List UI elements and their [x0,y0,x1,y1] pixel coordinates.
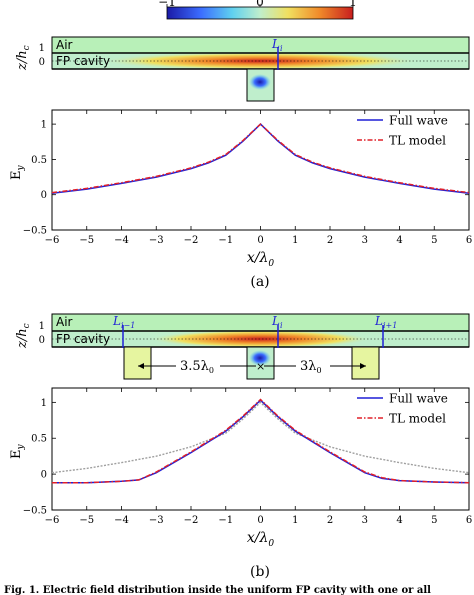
li-label-a: Li [271,37,283,53]
x-tick-label: −4 [114,235,129,246]
colorbar-tick-min: −1 [158,0,176,9]
legend-label: Full wave [389,114,448,128]
x-tick-label: 2 [327,515,333,526]
ylabel-geom-a: z/hc [15,45,32,71]
center-cross: × [256,360,265,373]
ytick-mid-b: 0 [39,335,45,346]
y-tick-label: 0 [41,190,47,201]
series-line-tl-model [52,398,470,484]
x-tick-label: 2 [327,235,333,246]
x-tick-label: −6 [45,235,60,246]
x-tick-label: 1 [292,235,298,246]
panel-b-geometry: Air FP cavity Li−1 Li Li+1 × 3.5λ0 3λ0 1… [15,313,470,380]
panel-a-geometry: Air FP cavity Li 1 0 z/hc [15,36,470,102]
cavity-label-b: FP cavity [56,332,110,346]
ytick-mid-a: 0 [39,57,45,68]
feed-box-left-b [123,346,152,380]
x-tick-label: −3 [149,515,164,526]
air-label-b: Air [56,315,73,329]
y-axis-label: Ey [9,165,26,181]
x-tick-label: −3 [149,235,164,246]
x-tick-label: 4 [396,515,402,526]
x-tick-label: −2 [184,235,199,246]
li-minus-1-label: Li−1 [112,314,135,330]
feed-box-right-b [351,346,380,380]
x-tick-label: −2 [184,515,199,526]
air-label-a: Air [56,38,73,52]
legend-label: TL model [389,412,446,426]
spacing-right-label: 3λ0 [300,359,322,375]
x-axis-label: x/λ0 [247,530,275,549]
x-tick-label: 1 [292,515,298,526]
li-plus-1-label: Li+1 [374,314,397,330]
colorbar: −1 0 1 [158,0,357,20]
x-tick-label: 5 [431,515,437,526]
x-tick-label: −1 [218,515,233,526]
y-tick-label: 0.5 [31,434,47,445]
x-tick-label: 6 [466,235,472,246]
x-tick-label: −6 [45,515,60,526]
x-tick-label: −1 [218,235,233,246]
x-tick-label: −5 [79,515,94,526]
caption-b: (b) [250,564,270,580]
colorbar-tick-max: 1 [349,0,357,9]
series-line-reference [51,401,470,474]
x-tick-label: 3 [362,515,368,526]
legend-label: Full wave [389,392,448,406]
y-tick-label: −0.5 [23,226,47,237]
x-tick-label: −5 [79,235,94,246]
spacing-left-label: 3.5λ0 [180,359,214,375]
y-tick-label: 0.5 [31,155,47,166]
x-axis-label: x/λ0 [247,250,275,269]
air-layer-a [52,37,469,53]
y-tick-label: −0.5 [23,506,47,517]
x-tick-label: 0 [257,515,263,526]
ytick-top-b: 1 [39,321,45,332]
ylabel-geom-b: z/hc [15,323,32,349]
plot-frame [51,109,470,231]
y-tick-label: 1 [41,120,47,131]
figure-caption: Fig. 1. Electric field distribution insi… [4,585,431,595]
y-tick-label: 0 [41,470,47,481]
panel-b-chart: −6 −5 −4 −3 −2 −1 0 1 2 3 4 5 6 −0.5 0 0.5 1 x/λ0 Ey Full w… [9,387,472,549]
cavity-label-a: FP cavity [56,54,110,68]
x-tick-label: 0 [257,235,263,246]
air-layer-b [52,314,469,331]
x-tick-label: 6 [466,515,472,526]
panel-a-chart: −6 −5 −4 −3 −2 −1 0 1 2 3 4 5 6 −0.5 0 0.5 1 x/λ0 Ey Full w… [9,109,472,269]
li-label-b: Li [271,314,283,330]
x-tick-label: 3 [362,235,368,246]
series-line-tl-model [51,123,470,194]
x-tick-label: 5 [431,235,437,246]
ytick-top-a: 1 [39,43,45,54]
x-tick-label: −4 [114,515,129,526]
y-tick-label: 1 [41,398,47,409]
x-tick-label: 4 [396,235,402,246]
plot-frame [51,387,470,511]
colorbar-tick-mid: 0 [256,0,264,9]
y-axis-label: Ey [9,444,26,460]
caption-a: (a) [250,274,269,290]
legend-label: TL model [389,134,446,148]
